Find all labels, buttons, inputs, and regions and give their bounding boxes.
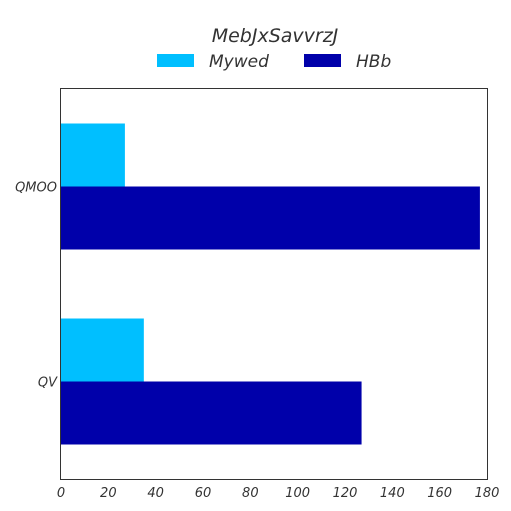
legend-swatch-hbb [304,54,341,67]
x-tick-label: 160 [427,486,452,501]
bar-mywed-qv [61,318,144,382]
x-tick-label: 40 [147,486,164,501]
category-labels: QMOO QV [15,181,58,391]
legend: MebJxSavvrzJ Mywed HBb [157,25,391,72]
legend-label-mywed: Mywed [209,52,269,72]
x-tick-label: 120 [333,486,358,501]
x-tick-label: 180 [475,486,500,501]
category-label: QV [38,376,58,391]
x-tick-label: 60 [195,486,212,501]
legend-label-hbb: HBb [356,52,391,72]
x-tick-label: 100 [285,486,310,501]
x-tick-label: 80 [242,486,259,501]
category-label: QMOO [15,181,57,196]
legend-title: MebJxSavvrzJ [212,25,339,47]
x-tick-label: 0 [57,486,65,501]
bar-hbb-qv [61,381,362,445]
bars-layer [61,123,480,445]
x-axis-ticks: 0 20 40 60 80 100 120 140 160 180 [57,486,500,501]
bar-hbb-qmoo [61,186,480,250]
x-tick-label: 20 [100,486,117,501]
plot-frame [60,88,488,480]
legend-swatch-mywed [157,54,194,67]
x-tick-label: 140 [380,486,405,501]
bar-mywed-qmoo [61,123,125,187]
